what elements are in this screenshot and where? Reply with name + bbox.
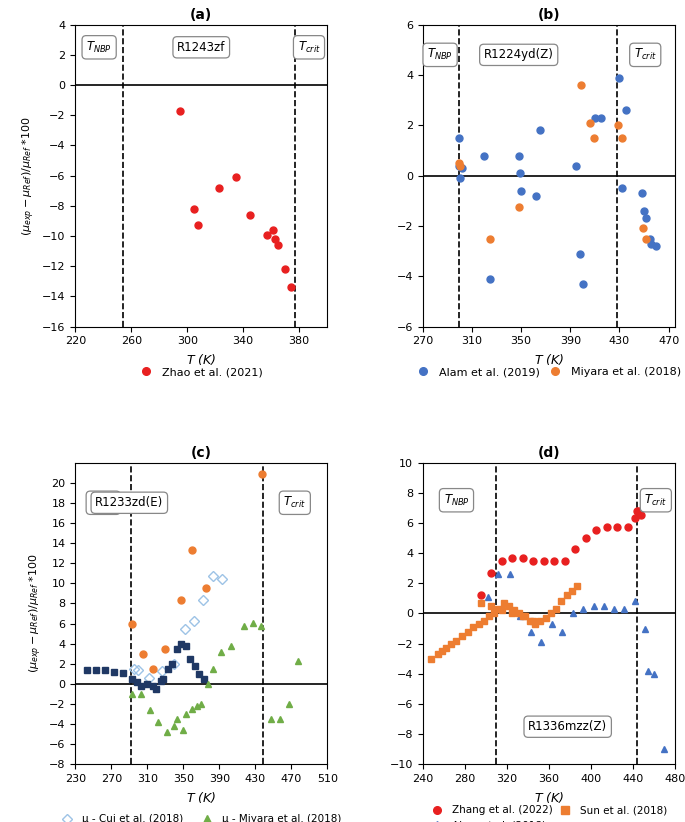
Text: $T_{crit}$: $T_{crit}$ <box>634 48 657 62</box>
Text: $T_{crit}$: $T_{crit}$ <box>297 39 321 55</box>
Legend: Zhang et al. (2022), Alam et al. (2018), Sun et al. (2018): Zhang et al. (2022), Alam et al. (2018),… <box>427 801 671 822</box>
Text: R1233zd(E): R1233zd(E) <box>95 496 164 510</box>
Text: $T_{crit}$: $T_{crit}$ <box>284 495 306 510</box>
Text: $T_{NBP}$: $T_{NBP}$ <box>90 495 116 510</box>
Title: (c): (c) <box>190 446 212 460</box>
Legend: μ - Cui et al. (2018), μ - Meng et al. (2018), μ - Miyara et al. (2018), ν - Zha: μ - Cui et al. (2018), μ - Meng et al. (… <box>57 810 345 822</box>
Text: $T_{NBP}$: $T_{NBP}$ <box>86 39 112 55</box>
Text: $T_{NBP}$: $T_{NBP}$ <box>443 492 469 508</box>
Text: $T_{NBP}$: $T_{NBP}$ <box>427 48 453 62</box>
Text: $T_{crit}$: $T_{crit}$ <box>645 492 667 508</box>
Title: (a): (a) <box>190 8 212 22</box>
X-axis label: $T$ (K): $T$ (K) <box>186 352 216 367</box>
X-axis label: $T$ (K): $T$ (K) <box>534 352 564 367</box>
Text: R1224yd(Z): R1224yd(Z) <box>484 48 553 62</box>
Title: (b): (b) <box>538 8 560 22</box>
Y-axis label: $(\mu_{exp} - \mu_{Ref}) / \mu_{Ref}$ *100: $(\mu_{exp} - \mu_{Ref}) / \mu_{Ref}$ *1… <box>20 116 36 236</box>
Legend: Alam et al. (2019), Miyara et al. (2018): Alam et al. (2019), Miyara et al. (2018) <box>412 363 685 381</box>
X-axis label: $T$ (K): $T$ (K) <box>534 790 564 805</box>
X-axis label: $T$ (K): $T$ (K) <box>186 790 216 805</box>
Text: R1243zf: R1243zf <box>177 41 225 53</box>
Legend: Zhao et al. (2021): Zhao et al. (2021) <box>136 363 267 381</box>
Y-axis label: $(\mu_{exp} - \mu_{Ref}) / \mu_{Ref}$ *100: $(\mu_{exp} - \mu_{Ref}) / \mu_{Ref}$ *1… <box>27 553 44 673</box>
Text: R1336mzz(Z): R1336mzz(Z) <box>528 720 608 733</box>
Title: (d): (d) <box>538 446 560 460</box>
